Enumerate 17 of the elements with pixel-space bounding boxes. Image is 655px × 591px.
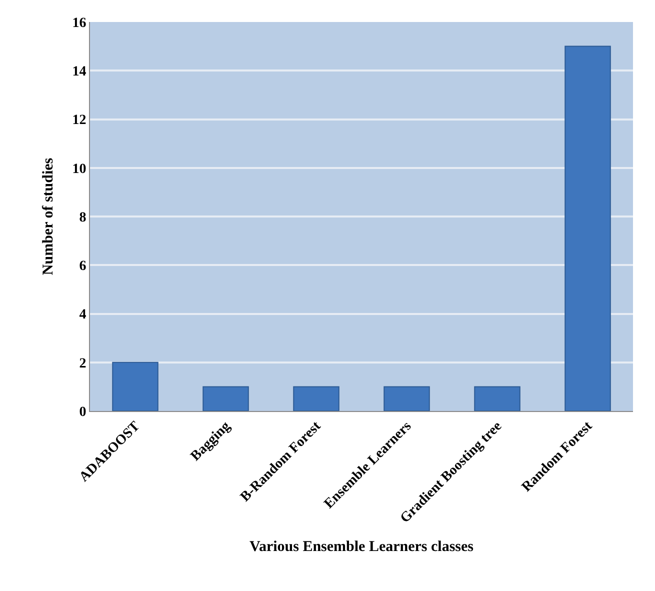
y-tick-label: 10 — [72, 162, 86, 177]
bar — [293, 386, 340, 411]
bar — [202, 386, 249, 411]
y-tick-label: 0 — [79, 404, 86, 420]
bar — [564, 46, 611, 411]
bar — [384, 386, 430, 411]
y-tick-label: 12 — [72, 113, 86, 128]
x-axis-title: Various Ensemble Learners classes — [249, 539, 474, 556]
y-tick-label: 4 — [79, 308, 86, 323]
y-tick-label: 6 — [79, 259, 86, 274]
bar — [112, 362, 158, 411]
bar — [474, 386, 520, 411]
y-tick-label: 14 — [72, 64, 86, 80]
y-tick-label: 8 — [79, 210, 86, 226]
y-axis-title: Number of studies — [40, 158, 56, 276]
y-tick-label: 2 — [79, 356, 86, 372]
y-tick-label: 16 — [72, 16, 86, 31]
